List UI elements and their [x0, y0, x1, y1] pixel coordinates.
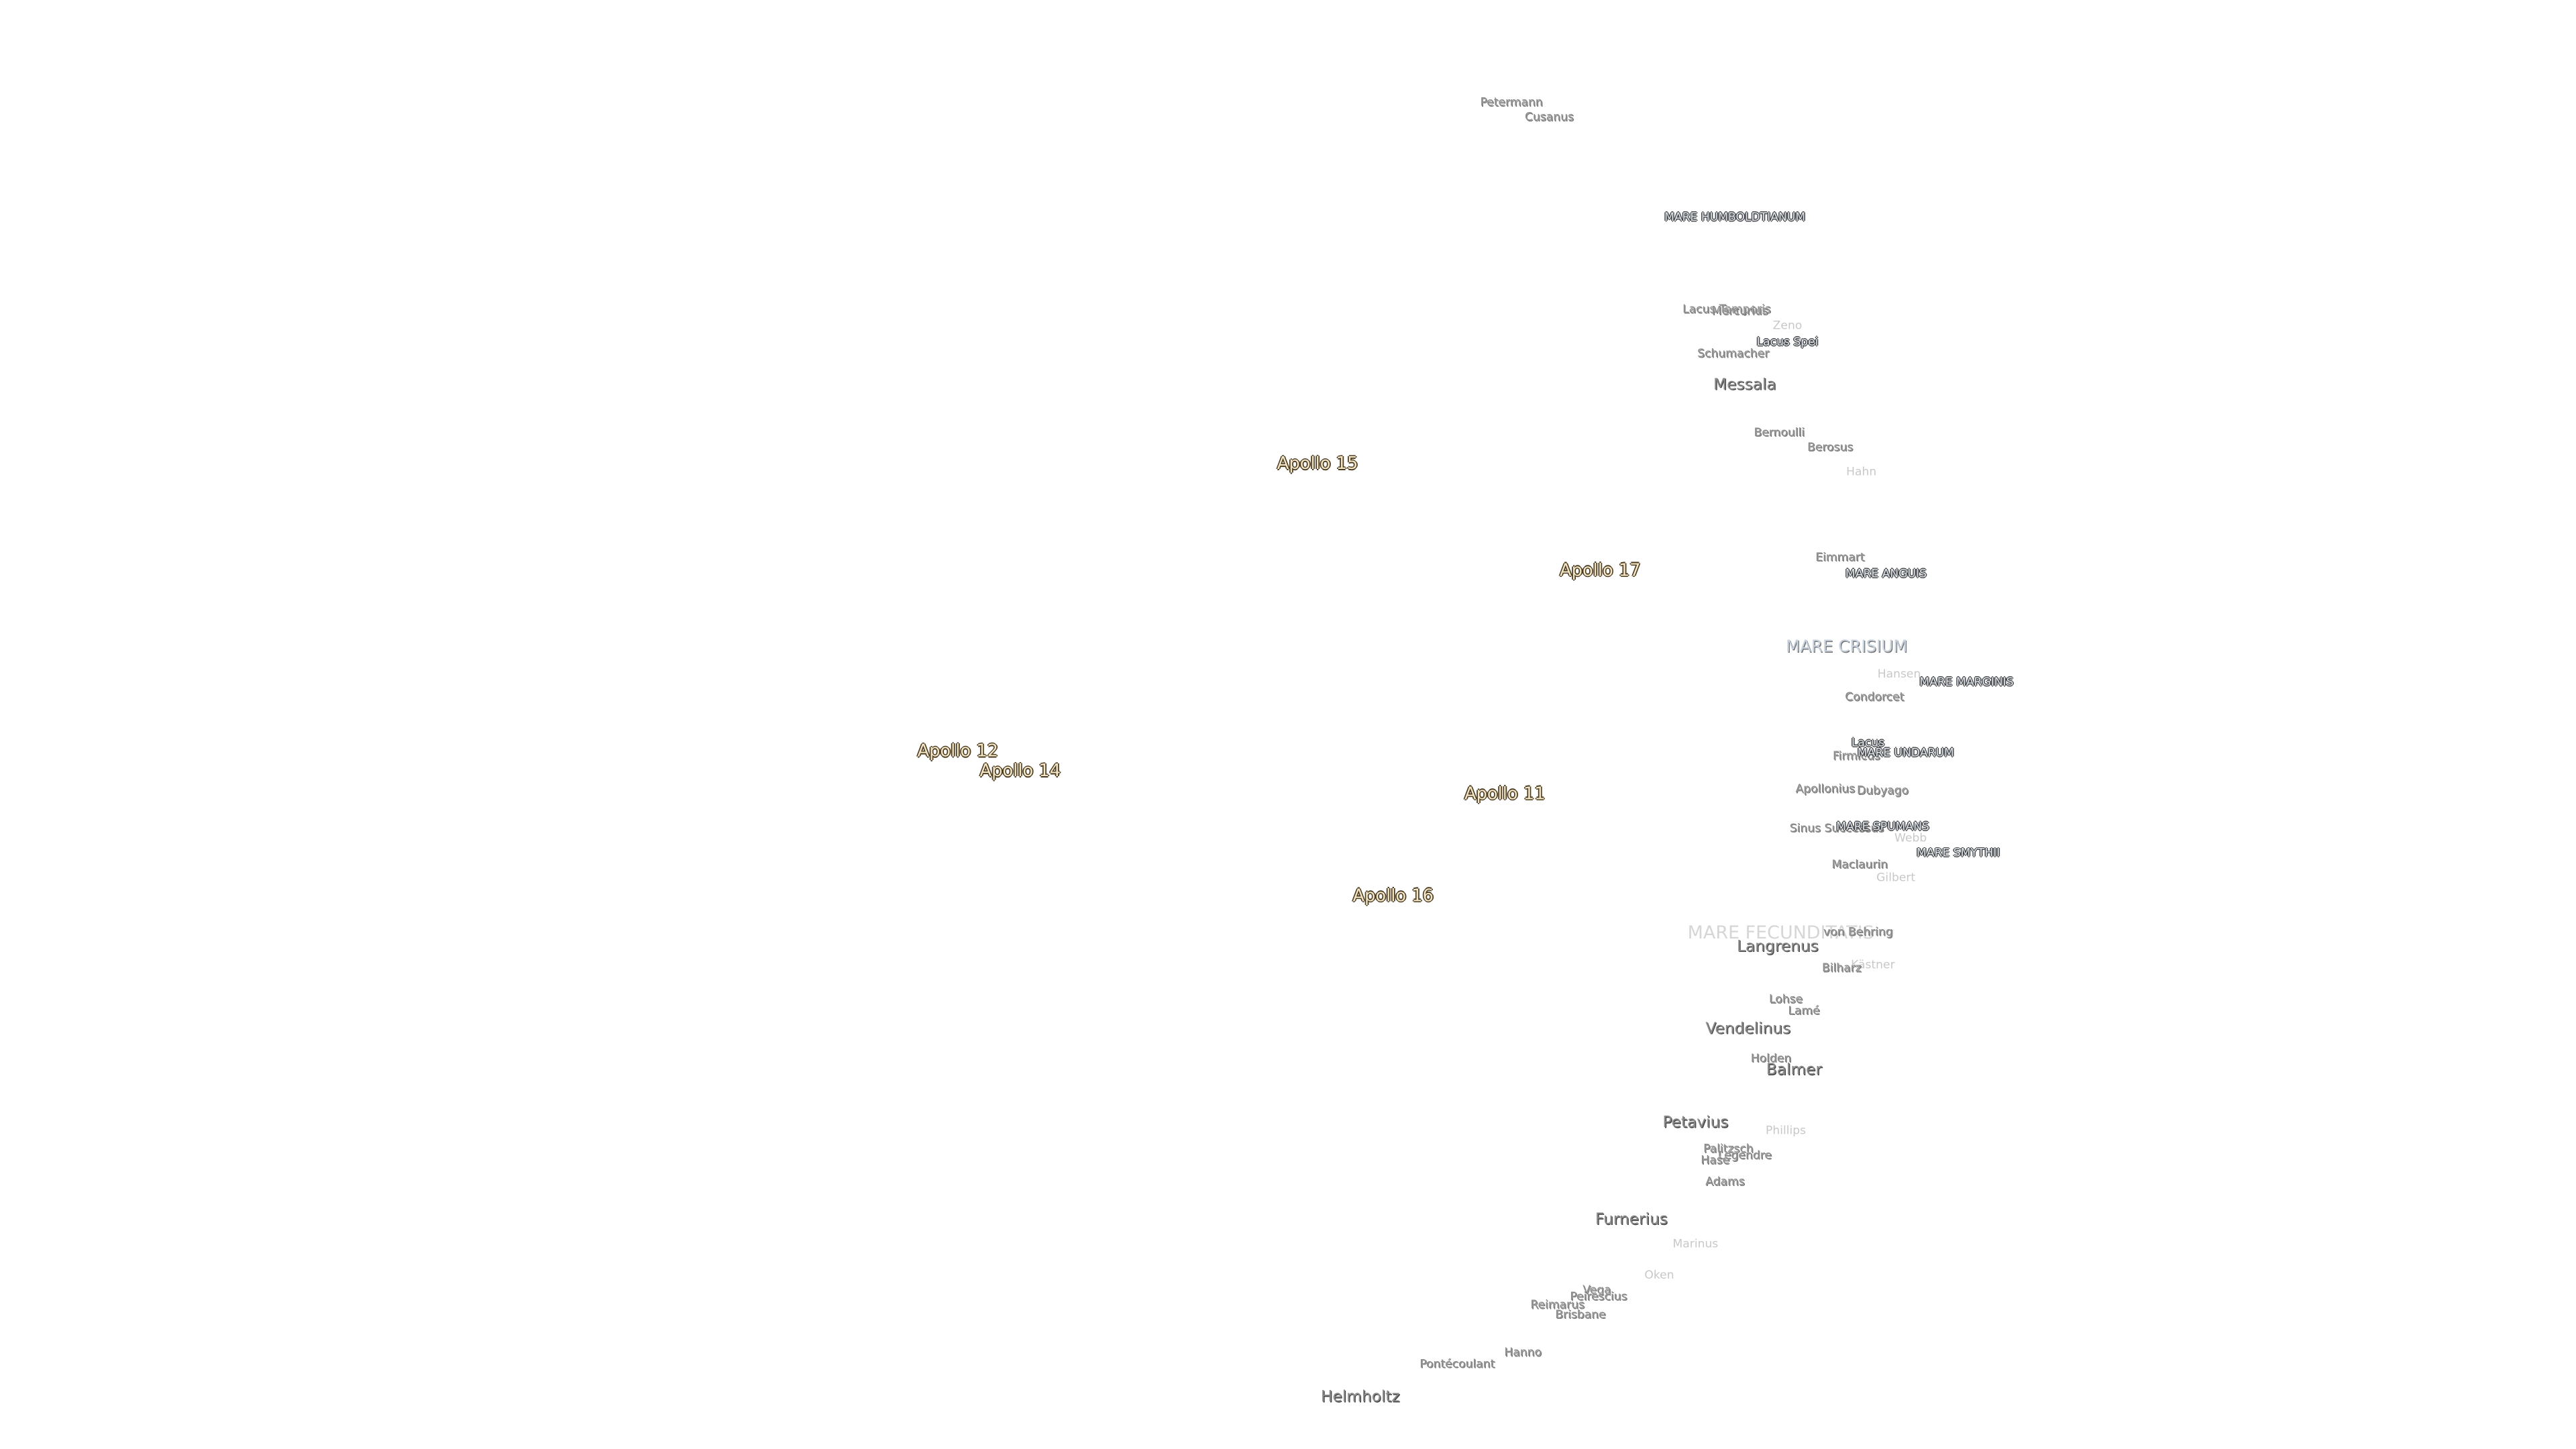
crater-label: Dubyago	[1857, 784, 1909, 798]
crater-label: Oken	[1644, 1269, 1674, 1283]
crater-label: Hansen	[1877, 667, 1921, 681]
mare-label: MARE CRISIUM	[1786, 639, 1908, 657]
crater-label: Mercurius	[1711, 304, 1768, 318]
crater-label: Marinus	[1672, 1237, 1719, 1251]
mare-label: MARE ANGUIS	[1845, 567, 1927, 581]
mare-label: Lacus Spei	[1756, 335, 1819, 349]
mare-label: MARE UNDARUM	[1857, 746, 1954, 760]
landing-site-label: Apollo 17	[1560, 561, 1641, 581]
crater-label: Peirescius	[1570, 1290, 1627, 1303]
crater-label: Vega	[1582, 1283, 1611, 1297]
crater-label: Berosus	[1807, 441, 1854, 454]
crater-label: Sinus Successus	[1789, 822, 1884, 835]
crater-label: Firmicus	[1832, 749, 1880, 763]
crater-label: Apollonius	[1795, 782, 1856, 796]
crater-label: Cusanus	[1524, 110, 1574, 124]
mare-label: MARE SMYTHII	[1917, 847, 2000, 860]
crater-label: Messala	[1713, 376, 1776, 394]
crater-label: Phillips	[1766, 1124, 1807, 1138]
mare-label: MARE SPUMANS	[1836, 820, 1929, 834]
landing-site-label: Apollo 12	[917, 741, 999, 762]
crater-label: Pontécoulant	[1419, 1357, 1495, 1371]
crater-label: Vendelinus	[1705, 1020, 1791, 1038]
crater-label: Hase	[1701, 1154, 1730, 1167]
crater-label: Lamé	[1788, 1004, 1820, 1018]
crater-label: Webb	[1894, 831, 1927, 845]
landing-site-label: Apollo 15	[1277, 454, 1358, 474]
crater-label: Hahn	[1846, 465, 1877, 479]
crater-label: Condorcet	[1845, 690, 1904, 704]
crater-label: Balmer	[1766, 1061, 1822, 1080]
landing-site-label: Apollo 11	[1464, 784, 1546, 804]
crater-label: Lohse	[1769, 992, 1803, 1006]
crater-label: Petavius	[1662, 1114, 1729, 1132]
landing-site-label: Apollo 14	[979, 761, 1061, 782]
landing-site-label: Apollo 16	[1352, 886, 1434, 906]
crater-label: Reimarus	[1530, 1298, 1585, 1312]
crater-label: Lacus Temporis	[1682, 303, 1771, 317]
mare-label: MARE MARGINIS	[1919, 676, 2014, 689]
crater-label: Bernoulli	[1754, 426, 1805, 439]
crater-label: Helmholtz	[1320, 1388, 1400, 1407]
crater-label: Langrenus	[1736, 938, 1819, 957]
mare-label: Lacus	[1851, 736, 1885, 750]
mare-label: MARE FECUNDITATIS	[1687, 922, 1874, 944]
crater-label: Zeno	[1772, 319, 1803, 333]
crater-label: Gilbert	[1876, 871, 1916, 885]
crater-label: Hanno	[1504, 1346, 1542, 1360]
crater-label: Palitzsch	[1703, 1142, 1754, 1156]
crater-label: Holden	[1750, 1052, 1792, 1065]
crater-label: Legendre	[1717, 1148, 1772, 1163]
crater-label: Maclaurin	[1831, 858, 1888, 871]
crater-label: Brisbane	[1555, 1308, 1606, 1322]
crater-label: Adams	[1705, 1175, 1745, 1189]
crater-label: Furnerius	[1595, 1210, 1668, 1229]
crater-label: von Behring	[1823, 925, 1893, 939]
crater-label: Schumacher	[1697, 347, 1770, 361]
crater-label: Eimmart	[1815, 551, 1865, 564]
crater-label: Kästner	[1851, 958, 1895, 972]
mare-label: MARE HUMBOLDTIANUM	[1664, 211, 1806, 224]
crater-label: Petermann	[1480, 95, 1543, 109]
crater-label: Bilharz	[1821, 961, 1862, 975]
